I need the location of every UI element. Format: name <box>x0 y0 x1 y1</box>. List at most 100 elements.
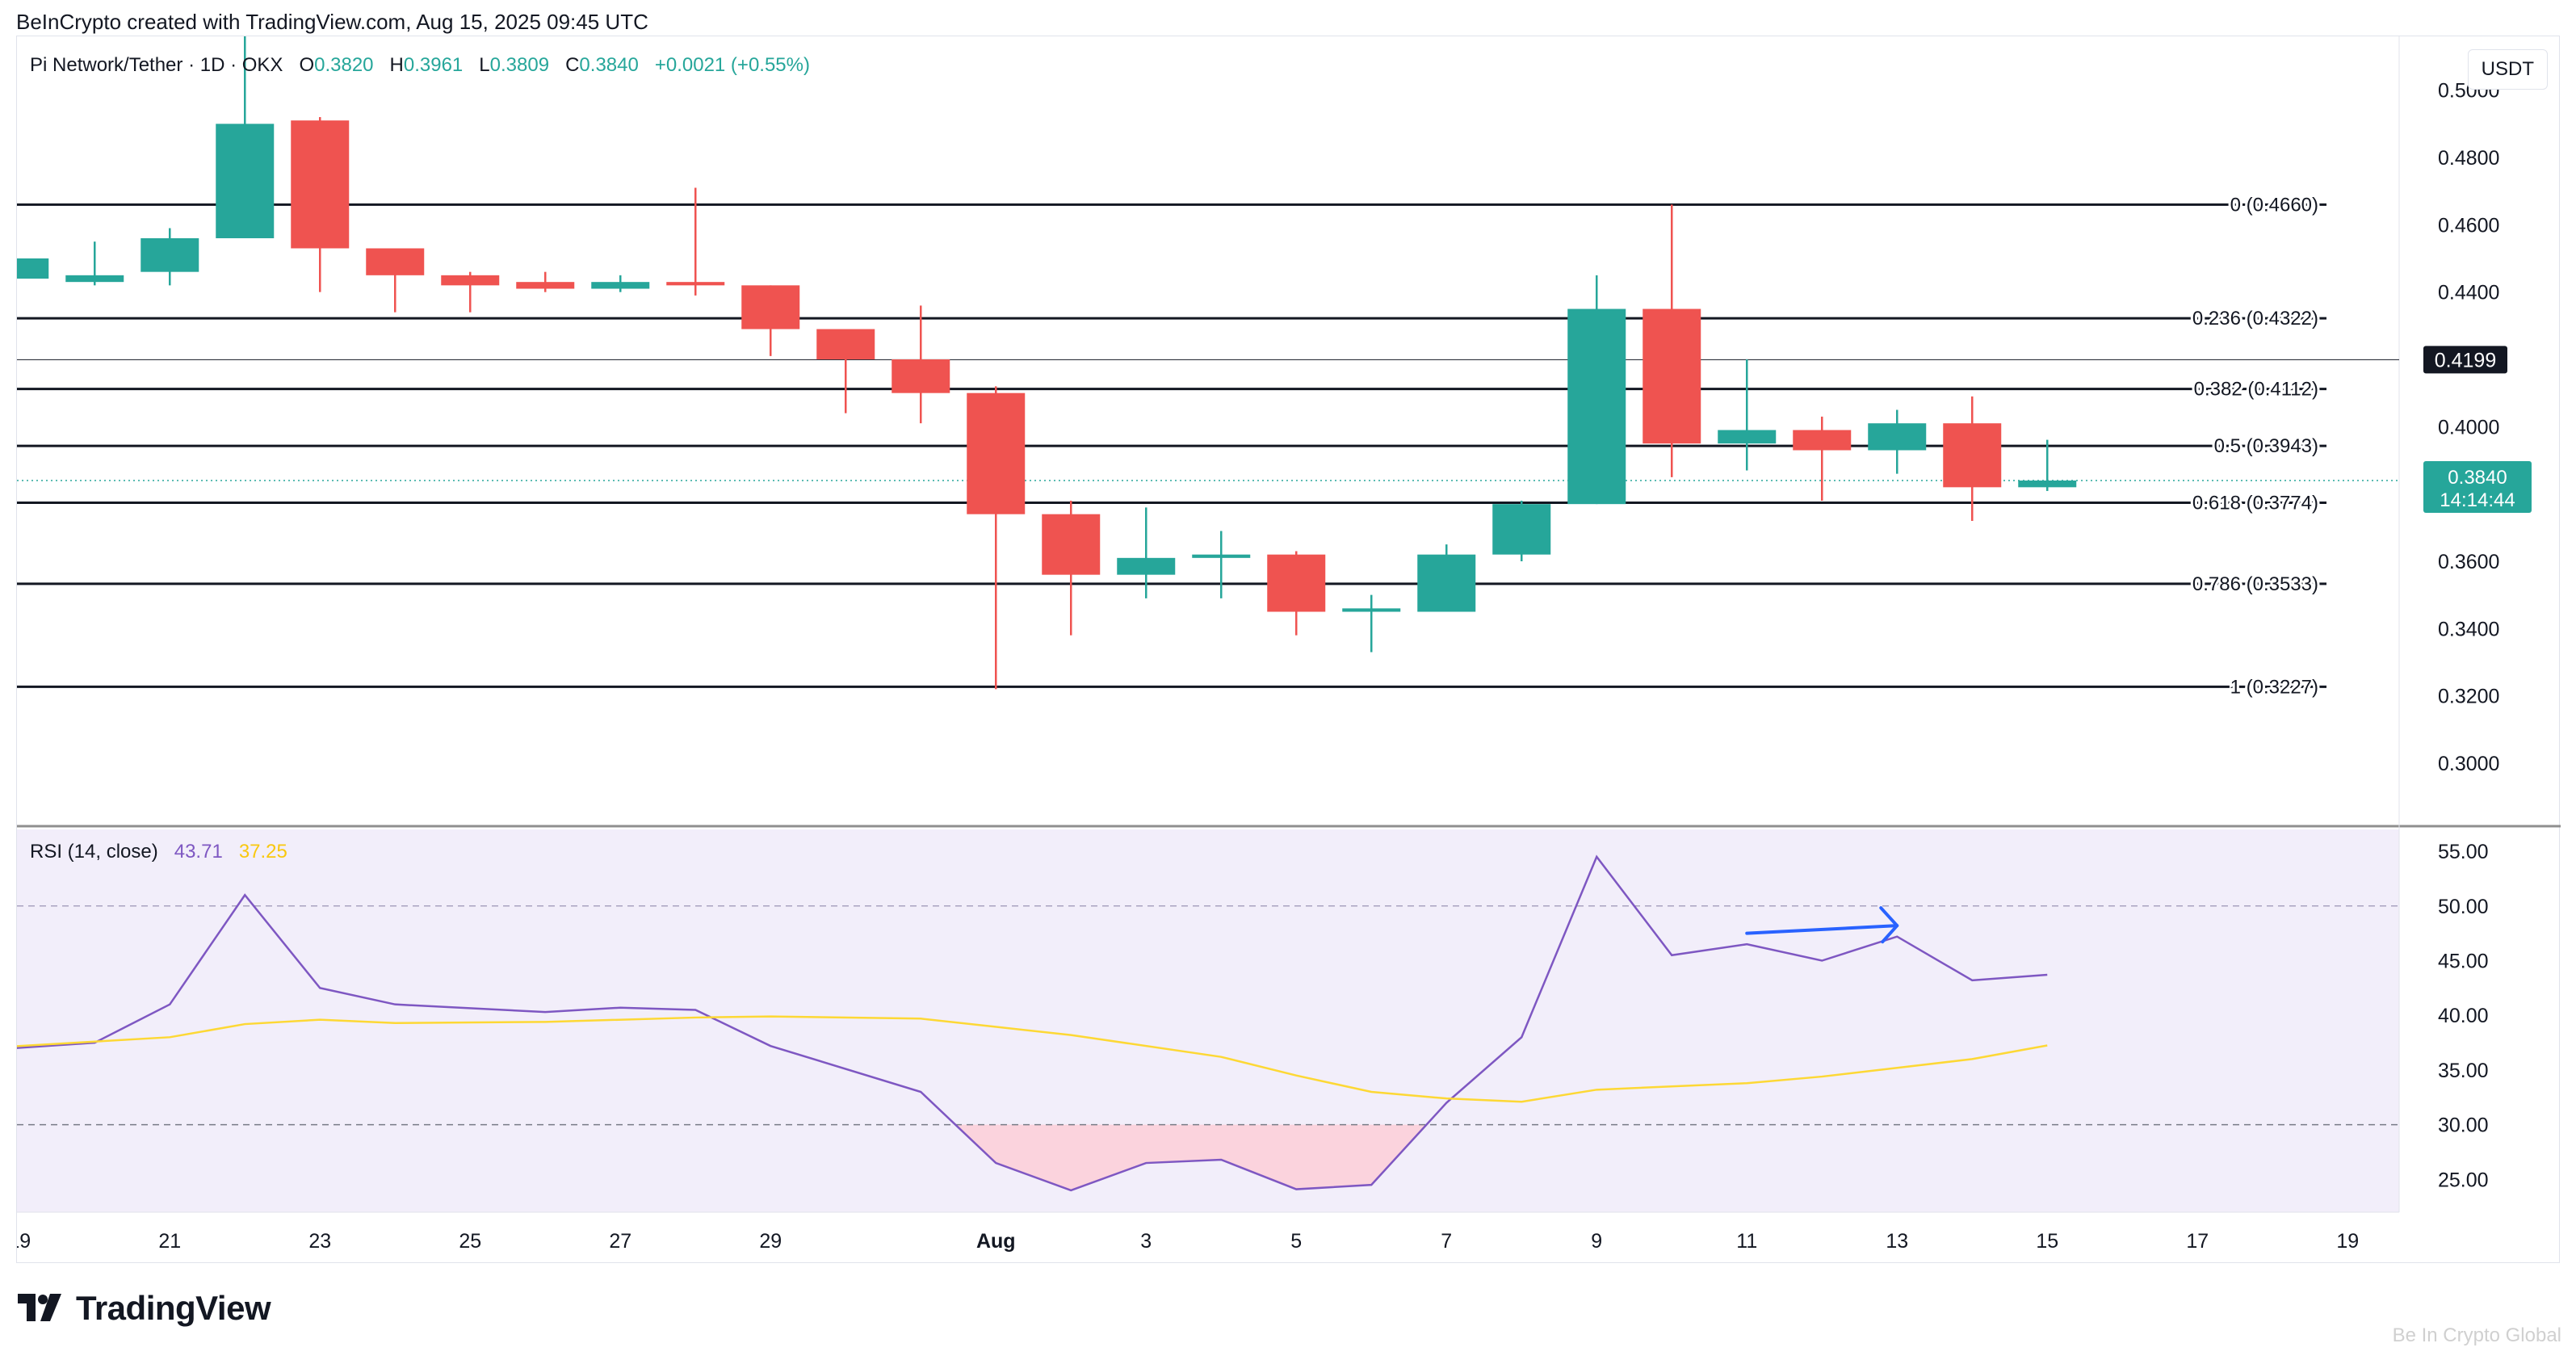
time-axis-tick: 7 <box>1441 1230 1452 1253</box>
rsi-line[interactable] <box>0 854 2048 1192</box>
rsi-legend[interactable]: RSI (14, close) 43.71 37.25 <box>30 841 287 863</box>
candle[interactable] <box>291 117 350 292</box>
candle-body <box>967 392 1026 514</box>
candle[interactable] <box>1793 416 1852 501</box>
rsi-axis-tick: 45.00 <box>2438 951 2489 973</box>
time-axis-tick: 5 <box>1290 1230 1302 1253</box>
candle-body <box>1567 309 1626 505</box>
fib-level-label: 1 (0.3227) <box>2230 676 2318 698</box>
rsi-indicator-label: RSI (14, close) <box>30 841 158 863</box>
candle[interactable] <box>1267 551 1326 636</box>
close-value: 0.3840 <box>579 54 639 76</box>
high-value: 0.3961 <box>403 54 464 76</box>
open-label: O <box>299 54 315 76</box>
close-label: C <box>565 54 580 76</box>
candle[interactable] <box>0 258 49 279</box>
price-axis-tick: 0.3400 <box>2438 618 2499 640</box>
candle-body <box>516 282 575 289</box>
price-chart[interactable]: 0 (0.4660) 0.236 (0.4322) 0.382 (0.4112) 0.… <box>0 36 2561 1264</box>
open-value: 0.3820 <box>314 54 374 76</box>
candle[interactable] <box>741 285 800 356</box>
symbol-legend[interactable]: Pi Network/Tether · 1D · OKX O0.3820 H0.… <box>30 54 810 77</box>
candle-body <box>216 124 275 238</box>
rsi-ma-line[interactable] <box>0 1015 2048 1103</box>
time-axis-tick: 27 <box>609 1230 631 1253</box>
rsi-axis-tick: 30.00 <box>2438 1114 2489 1137</box>
time-axis-tick: Aug <box>976 1230 1016 1253</box>
candle[interactable] <box>1868 409 1927 474</box>
candle[interactable] <box>666 187 725 296</box>
time-axis-tick: 13 <box>1886 1230 1908 1253</box>
candle-body <box>0 258 49 279</box>
fib-level-label: 0.618 (0.3774) <box>2192 493 2318 514</box>
tradingview-logo[interactable]: TradingView <box>18 1289 271 1328</box>
divergence-arrow-line[interactable] <box>1745 924 1899 935</box>
candle[interactable] <box>441 271 500 313</box>
candle[interactable] <box>1417 544 1476 612</box>
candle[interactable] <box>1042 501 1101 636</box>
price-axis-tick: 0.4600 <box>2438 214 2499 237</box>
last-price-tag <box>2423 461 2532 513</box>
candle-body <box>441 275 500 286</box>
candle[interactable] <box>1192 531 1251 598</box>
time-axis-tick: 29 <box>759 1230 782 1253</box>
candle[interactable] <box>1943 396 2002 521</box>
candle-body <box>1718 430 1777 444</box>
candle[interactable] <box>967 386 1026 690</box>
fib-level-label: 0.5 (0.3943) <box>2214 435 2318 457</box>
candle-body <box>2018 481 2077 488</box>
candle-body <box>816 329 875 359</box>
price-axis-tick: 0.4400 <box>2438 282 2499 304</box>
price-axis-tick: 0.3600 <box>2438 551 2499 573</box>
candle[interactable] <box>816 329 875 413</box>
candle[interactable] <box>1117 507 1176 598</box>
time-axis-tick: 21 <box>158 1230 181 1253</box>
candle[interactable] <box>516 271 575 292</box>
low-label: L <box>479 54 490 76</box>
crosshair-price-tag <box>2423 346 2507 374</box>
candle[interactable] <box>892 305 950 424</box>
price-axis-tick: 0.4800 <box>2438 147 2499 170</box>
candle-body <box>1868 423 1927 451</box>
tradingview-logo-icon <box>18 1294 61 1321</box>
arrow-head-icon <box>1879 906 1899 944</box>
candle[interactable] <box>1342 594 1401 653</box>
candle[interactable] <box>1567 275 1626 505</box>
candle[interactable] <box>65 241 124 286</box>
price-axis-tick: 0.3000 <box>2438 753 2499 775</box>
candle-body <box>1042 514 1101 575</box>
candle-body <box>1943 423 2002 488</box>
low-value: 0.3809 <box>489 54 550 76</box>
fib-level-label: 0 (0.4660) <box>2230 194 2318 216</box>
high-label: H <box>389 54 404 76</box>
candle[interactable] <box>1643 204 1701 477</box>
rsi-ma-value: 37.25 <box>238 841 287 863</box>
last-price-text: 0.3840 <box>2448 467 2507 489</box>
candle-body <box>1417 554 1476 612</box>
time-axis-tick: 9 <box>1591 1230 1602 1253</box>
time-axis-tick: 25 <box>459 1230 481 1253</box>
rsi-axis-tick: 50.00 <box>2438 896 2489 918</box>
candle-body <box>1793 430 1852 451</box>
currency-selector-button[interactable]: USDT <box>2467 49 2548 90</box>
candle[interactable] <box>366 248 425 313</box>
candle[interactable] <box>1718 359 1777 471</box>
symbol-name: Pi Network/Tether · 1D · OKX <box>30 54 283 76</box>
candle[interactable] <box>2018 439 2077 491</box>
candle-body <box>366 248 425 275</box>
candle[interactable] <box>216 36 275 238</box>
candle-body <box>1117 557 1176 575</box>
candle[interactable] <box>141 228 199 286</box>
candle-body <box>666 282 725 286</box>
time-axis-tick: 3 <box>1140 1230 1152 1253</box>
candle-body <box>1342 608 1401 612</box>
candle-body <box>1492 504 1551 555</box>
candle[interactable] <box>1492 501 1551 561</box>
candle-body <box>291 120 350 249</box>
attribution-header: BeInCrypto created with TradingView.com,… <box>16 10 648 34</box>
chart-container[interactable]: 0 (0.4660) 0.236 (0.4322) 0.382 (0.4112) 0.… <box>0 36 2561 1264</box>
rsi-oversold-fill <box>955 1124 1427 1190</box>
candle[interactable] <box>591 275 650 292</box>
candle-body <box>741 285 800 330</box>
watermark-text: Be In Crypto Global <box>2392 1324 2561 1346</box>
